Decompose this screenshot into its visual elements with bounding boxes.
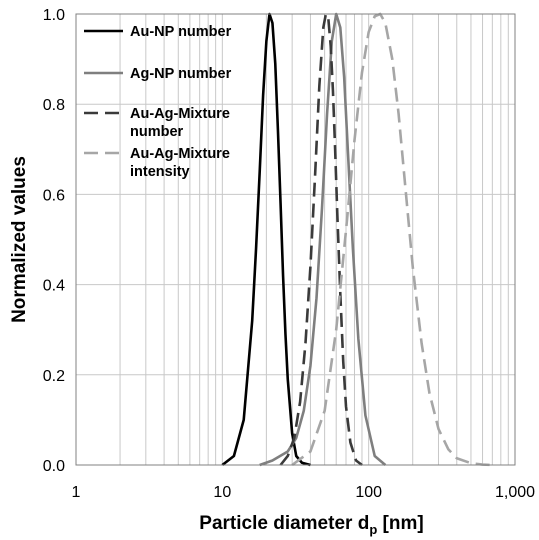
ticks: 1 10 100 1,000 0.0 0.2 0.4 0.6 0.8 1.0	[43, 7, 535, 501]
x-axis-title-main: Particle diameter d	[199, 513, 369, 534]
y-tick-label: 1.0	[43, 7, 65, 24]
series-line-2	[259, 12, 387, 467]
x-tick-label: 10	[213, 484, 231, 501]
series-layer	[221, 12, 493, 467]
series-line-3	[279, 12, 363, 467]
x-axis-title-unit: [nm]	[377, 513, 423, 534]
y-tick-label: 0.0	[43, 458, 65, 475]
y-tick-label: 0.8	[43, 97, 65, 114]
y-axis-title: Normalized values	[9, 156, 30, 323]
series-line-1	[221, 12, 311, 467]
x-tick-label: 1	[72, 484, 81, 501]
x-tick-label: 100	[355, 484, 382, 501]
x-axis-title-subscript: p	[369, 522, 377, 537]
grid	[76, 14, 515, 465]
plot-frame	[75, 13, 516, 466]
legend-label-3: number	[130, 124, 184, 140]
y-tick-label: 0.4	[43, 278, 65, 295]
legend-label-2: Ag-NP number	[130, 66, 232, 82]
legend-label-4: Au-Ag-Mixture	[130, 146, 230, 162]
legend-label-3: Au-Ag-Mixture	[130, 106, 230, 122]
x-tick-label: 1,000	[495, 484, 535, 501]
x-axis-title: Particle diameter dp [nm]	[199, 513, 423, 537]
legend: Au-NP number Ag-NP number Au-Ag-Mixture num…	[84, 24, 232, 180]
y-tick-label: 0.2	[43, 368, 65, 385]
y-tick-label: 0.6	[43, 187, 65, 204]
series-line-4	[291, 12, 493, 467]
legend-label-4: intensity	[130, 164, 190, 180]
legend-label-1: Au-NP number	[130, 24, 232, 40]
